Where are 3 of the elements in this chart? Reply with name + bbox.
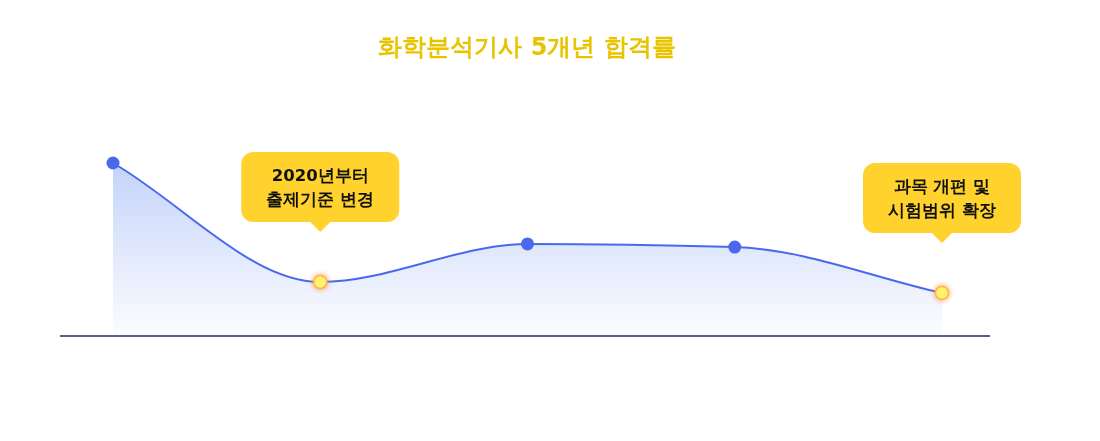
annotation: 2020년부터 출제기준 변경 bbox=[266, 166, 375, 210]
annotation: 과목 개편 및 시험범위 확장 bbox=[888, 176, 996, 220]
chart-title: 화학분석기사 5개년 합격률 bbox=[378, 33, 676, 61]
